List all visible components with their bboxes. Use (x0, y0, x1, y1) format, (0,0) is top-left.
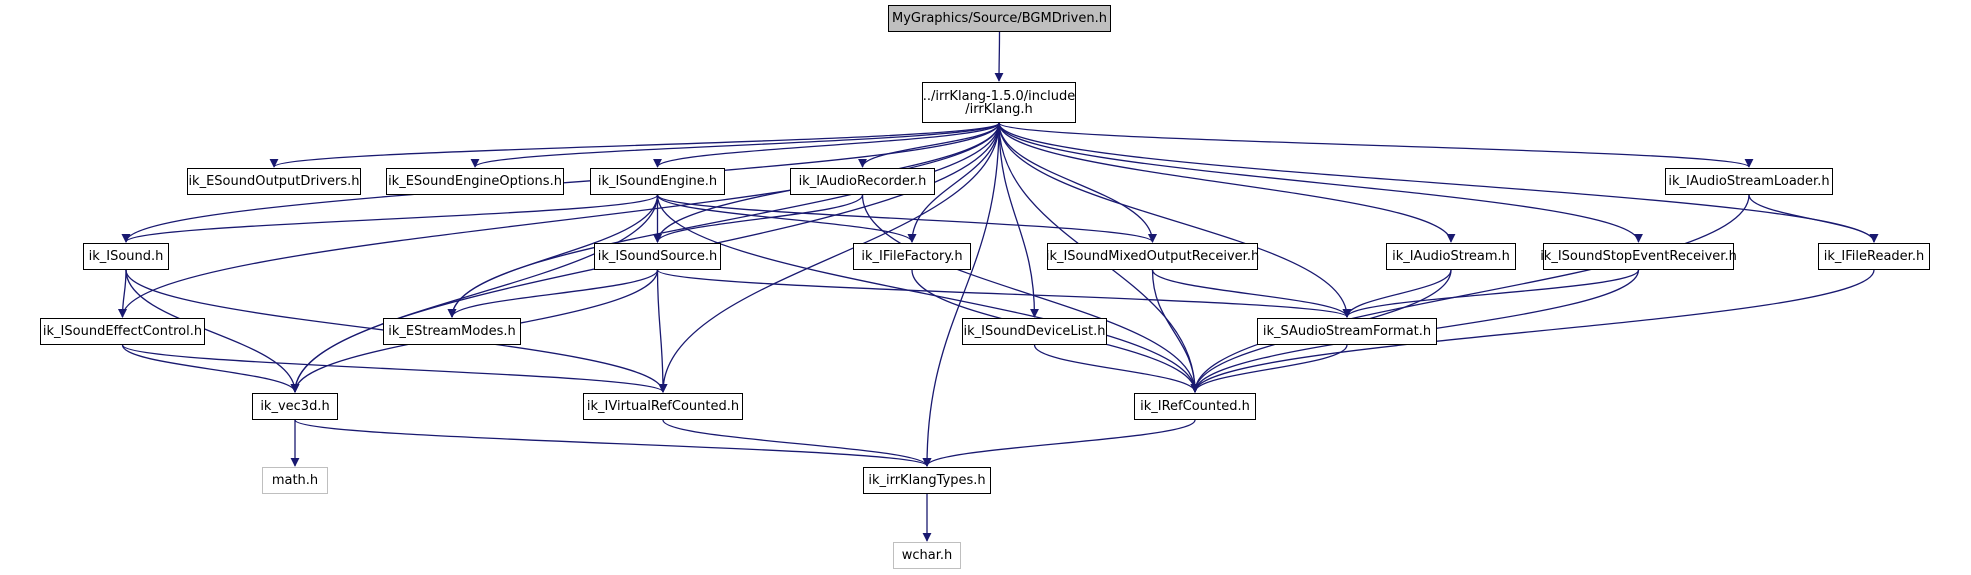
node-label: ik_ISoundMixedOutputReceiver.h (1045, 249, 1260, 264)
edge-isoundeffect-to-ivirtualref (121, 344, 668, 393)
node-isoundengine-h[interactable]: ik_ISoundEngine.h (590, 168, 725, 195)
node-esoundoutputdrivers-h[interactable]: ik_ESoundOutputDrivers.h (187, 168, 361, 195)
node-label: ik_IAudioStreamLoader.h (1668, 174, 1830, 189)
edge-irrklang-to-saudiostreamformat (998, 122, 1352, 318)
node-math-h: math.h (262, 467, 328, 494)
edge-isoundengine-to-isoundmixed (656, 194, 1157, 243)
edge-irrklang-to-iaudiostreamloader (998, 122, 1754, 168)
node-label: ik_ISoundStopEventReceiver.h (1540, 249, 1737, 264)
node-label: ik_IFileFactory.h (861, 249, 963, 264)
node-label: ik_ISoundDeviceList.h (963, 324, 1106, 339)
node-label: ik_IFileReader.h (1823, 249, 1925, 264)
edge-isoundengine-to-ifilefactory (656, 194, 917, 243)
node-label: ik_IVirtualRefCounted.h (586, 399, 740, 414)
node-iaudiostreamloader-h[interactable]: ik_IAudioStreamLoader.h (1665, 168, 1833, 195)
node-label: ik_SAudioStreamFormat.h (1262, 324, 1432, 339)
edge-iaudiorecorder-to-irefcounted (861, 194, 1200, 393)
node-saudiostreamformat-h[interactable]: ik_SAudioStreamFormat.h (1257, 318, 1437, 345)
edge-root-to-irrklang (994, 31, 1004, 82)
edge-irrklang-to-isoundeffect (118, 122, 1000, 318)
node-label: wchar.h (901, 548, 953, 563)
edge-isoundsource-to-ivirtualref (656, 269, 668, 393)
edge-irrklang-to-iaudiostream (998, 122, 1456, 243)
edge-irrklang-to-isounddevicelist (998, 122, 1039, 318)
node-label: ../irrKlang-1.5.0/include /irrKlang.h (922, 88, 1076, 117)
node-isoundeffectcontrol-h[interactable]: ik_ISoundEffectControl.h (40, 318, 205, 345)
edge-isoundengine-to-irefcounted (656, 194, 1200, 393)
edge-isoundsource-to-saudiostreamformat (656, 269, 1352, 318)
edge-isoundengine-to-isound (121, 194, 659, 243)
edge-ifilereader-to-irefcounted (1190, 269, 1875, 393)
node-label: ik_ISoundEffectControl.h (42, 324, 203, 339)
node-bgmdriven-h[interactable]: MyGraphics/Source/BGMDriven.h (888, 5, 1111, 32)
edge-isoundstop-to-saudiostreamformat (1342, 269, 1640, 318)
edge-iaudiostreamloader-to-irefcounted (1190, 194, 1750, 393)
node-label: ik_EStreamModes.h (388, 324, 516, 339)
edge-isoundmixed-to-saudiostreamformat (1151, 269, 1352, 318)
edge-irrklang-to-ifilefactory (907, 122, 1000, 243)
edge-irrklang-to-isoundmixed (998, 122, 1157, 243)
edge-isoundsource-to-estreammodes (447, 269, 659, 318)
edge-irrklang-to-iaudiorecorder (858, 122, 1000, 168)
edge-iaudiorecorder-to-isoundsource (653, 194, 864, 243)
node-irrklangtypes-h[interactable]: ik_irrKlangTypes.h (863, 467, 991, 494)
node-ifilereader-h[interactable]: ik_IFileReader.h (1818, 243, 1930, 270)
edge-irrklang-to-soundengineoptions (470, 122, 1000, 168)
node-ifilefactory-h[interactable]: ik_IFileFactory.h (853, 243, 971, 270)
node-iaudiorecorder-h[interactable]: ik_IAudioRecorder.h (790, 168, 935, 195)
node-wchar-h: wchar.h (893, 542, 961, 569)
edge-iaudiostreamloader-to-ifilereader (1748, 194, 1879, 243)
node-label: ik_ISound.h (88, 249, 164, 264)
node-label: ik_IRefCounted.h (1140, 399, 1250, 414)
edge-irrklang-to-soundoutputdrivers (269, 122, 1000, 168)
edge-isoundeffect-to-vec3d (121, 344, 300, 393)
node-irrklang-h[interactable]: ../irrKlang-1.5.0/include /irrKlang.h (922, 82, 1076, 123)
node-ivirtualrefcounted-h[interactable]: ik_IVirtualRefCounted.h (583, 393, 743, 420)
node-vec3d-h[interactable]: ik_vec3d.h (252, 393, 338, 420)
node-iaudiostream-h[interactable]: ik_IAudioStream.h (1386, 243, 1516, 270)
node-estreammodes-h[interactable]: ik_EStreamModes.h (383, 318, 521, 345)
edge-ivirtualref-to-irrklangtypes (662, 419, 932, 467)
node-label: ik_IAudioStream.h (1392, 249, 1510, 264)
node-label: MyGraphics/Source/BGMDriven.h (892, 11, 1107, 26)
edge-isound-to-vec3d (125, 269, 300, 393)
edge-irrklang-to-isoundstop (998, 122, 1643, 243)
edge-irefcounted-to-irrklangtypes (922, 419, 1196, 467)
node-esoundengineoptions-h[interactable]: ik_ESoundEngineOptions.h (386, 168, 564, 195)
node-isoundstopeventreceiver-h[interactable]: ik_ISoundStopEventReceiver.h (1540, 243, 1737, 270)
edge-isounddevicelist-to-irefcounted (1033, 344, 1200, 393)
node-label: math.h (271, 473, 319, 488)
node-label: ik_irrKlangTypes.h (868, 473, 986, 488)
node-isoundsource-h[interactable]: ik_ISoundSource.h (594, 243, 721, 270)
edge-irrklang-to-ivirtualref (658, 122, 1000, 393)
node-label: ik_ESoundOutputDrivers.h (188, 174, 360, 189)
node-label: ik_vec3d.h (260, 399, 330, 414)
node-label: ik_ISoundSource.h (597, 249, 718, 264)
edge-irrklang-to-irrklangtypes (922, 122, 1000, 467)
edge-iaudiostream-to-saudiostreamformat (1342, 269, 1452, 318)
edge-irrklang-to-isoundengine (653, 122, 1000, 168)
node-isound-h[interactable]: ik_ISound.h (83, 243, 169, 270)
edge-vec3d-to-irrklangtypes (294, 419, 932, 467)
node-label: ik_ISoundEngine.h (597, 174, 718, 189)
edge-saudiostreamformat-to-irefcounted (1190, 344, 1348, 393)
edge-isoundengine-to-vec3d (290, 194, 659, 393)
node-irefcounted-h[interactable]: ik_IRefCounted.h (1134, 393, 1256, 420)
edge-isoundmixed-to-irefcounted (1151, 269, 1200, 393)
node-isounddevicelist-h[interactable]: ik_ISoundDeviceList.h (962, 318, 1107, 345)
node-isoundmixedoutputreceiver-h[interactable]: ik_ISoundMixedOutputReceiver.h (1045, 243, 1260, 270)
node-label: ik_IAudioRecorder.h (798, 174, 927, 189)
node-label: ik_ESoundEngineOptions.h (388, 174, 562, 189)
